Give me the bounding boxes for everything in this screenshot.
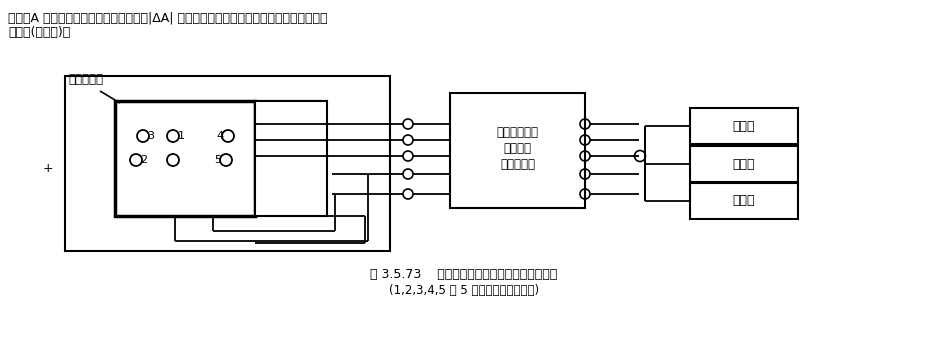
Text: 2: 2 [140,155,147,165]
Text: （多通道: （多通道 [503,142,531,155]
Text: (1,2,3,4,5 为 5 只加速度计安装位置): (1,2,3,4,5 为 5 只加速度计安装位置) [388,283,539,297]
Text: 示波器: 示波器 [732,194,755,208]
Bar [450,93,584,208]
Bar [255,101,326,216]
Text: 5: 5 [214,155,222,165]
Text: 3: 3 [147,131,154,141]
Bar [690,146,797,182]
Bar [255,101,324,201]
Text: 式中，A 为同次测量中中心点的振幅值；|ΔA| 为同次测量中各点振幅值对中心点振幅值的最: 式中，A 为同次测量中中心点的振幅值；|ΔA| 为同次测量中各点振幅值对中心点振… [8,12,327,25]
Text: 振动台台面: 振动台台面 [68,73,103,86]
Bar [115,101,255,216]
Text: 图 3.5.73    机械振动台台面振幅值均匀度的检测: 图 3.5.73 机械振动台台面振幅值均匀度的检测 [370,267,557,281]
Bar [65,76,389,251]
Text: 频率计: 频率计 [732,120,755,132]
Text: 电压表: 电压表 [732,157,755,171]
Text: 1: 1 [177,131,184,141]
Text: 多通道测振仪: 多通道测振仪 [496,126,538,139]
Text: 大偏差(绝对值)。: 大偏差(绝对值)。 [8,26,70,39]
Bar [690,183,797,219]
Text: 4: 4 [216,131,223,141]
Bar [690,108,797,144]
Text: +: + [43,162,53,174]
Text: 积分网络）: 积分网络） [500,158,535,171]
